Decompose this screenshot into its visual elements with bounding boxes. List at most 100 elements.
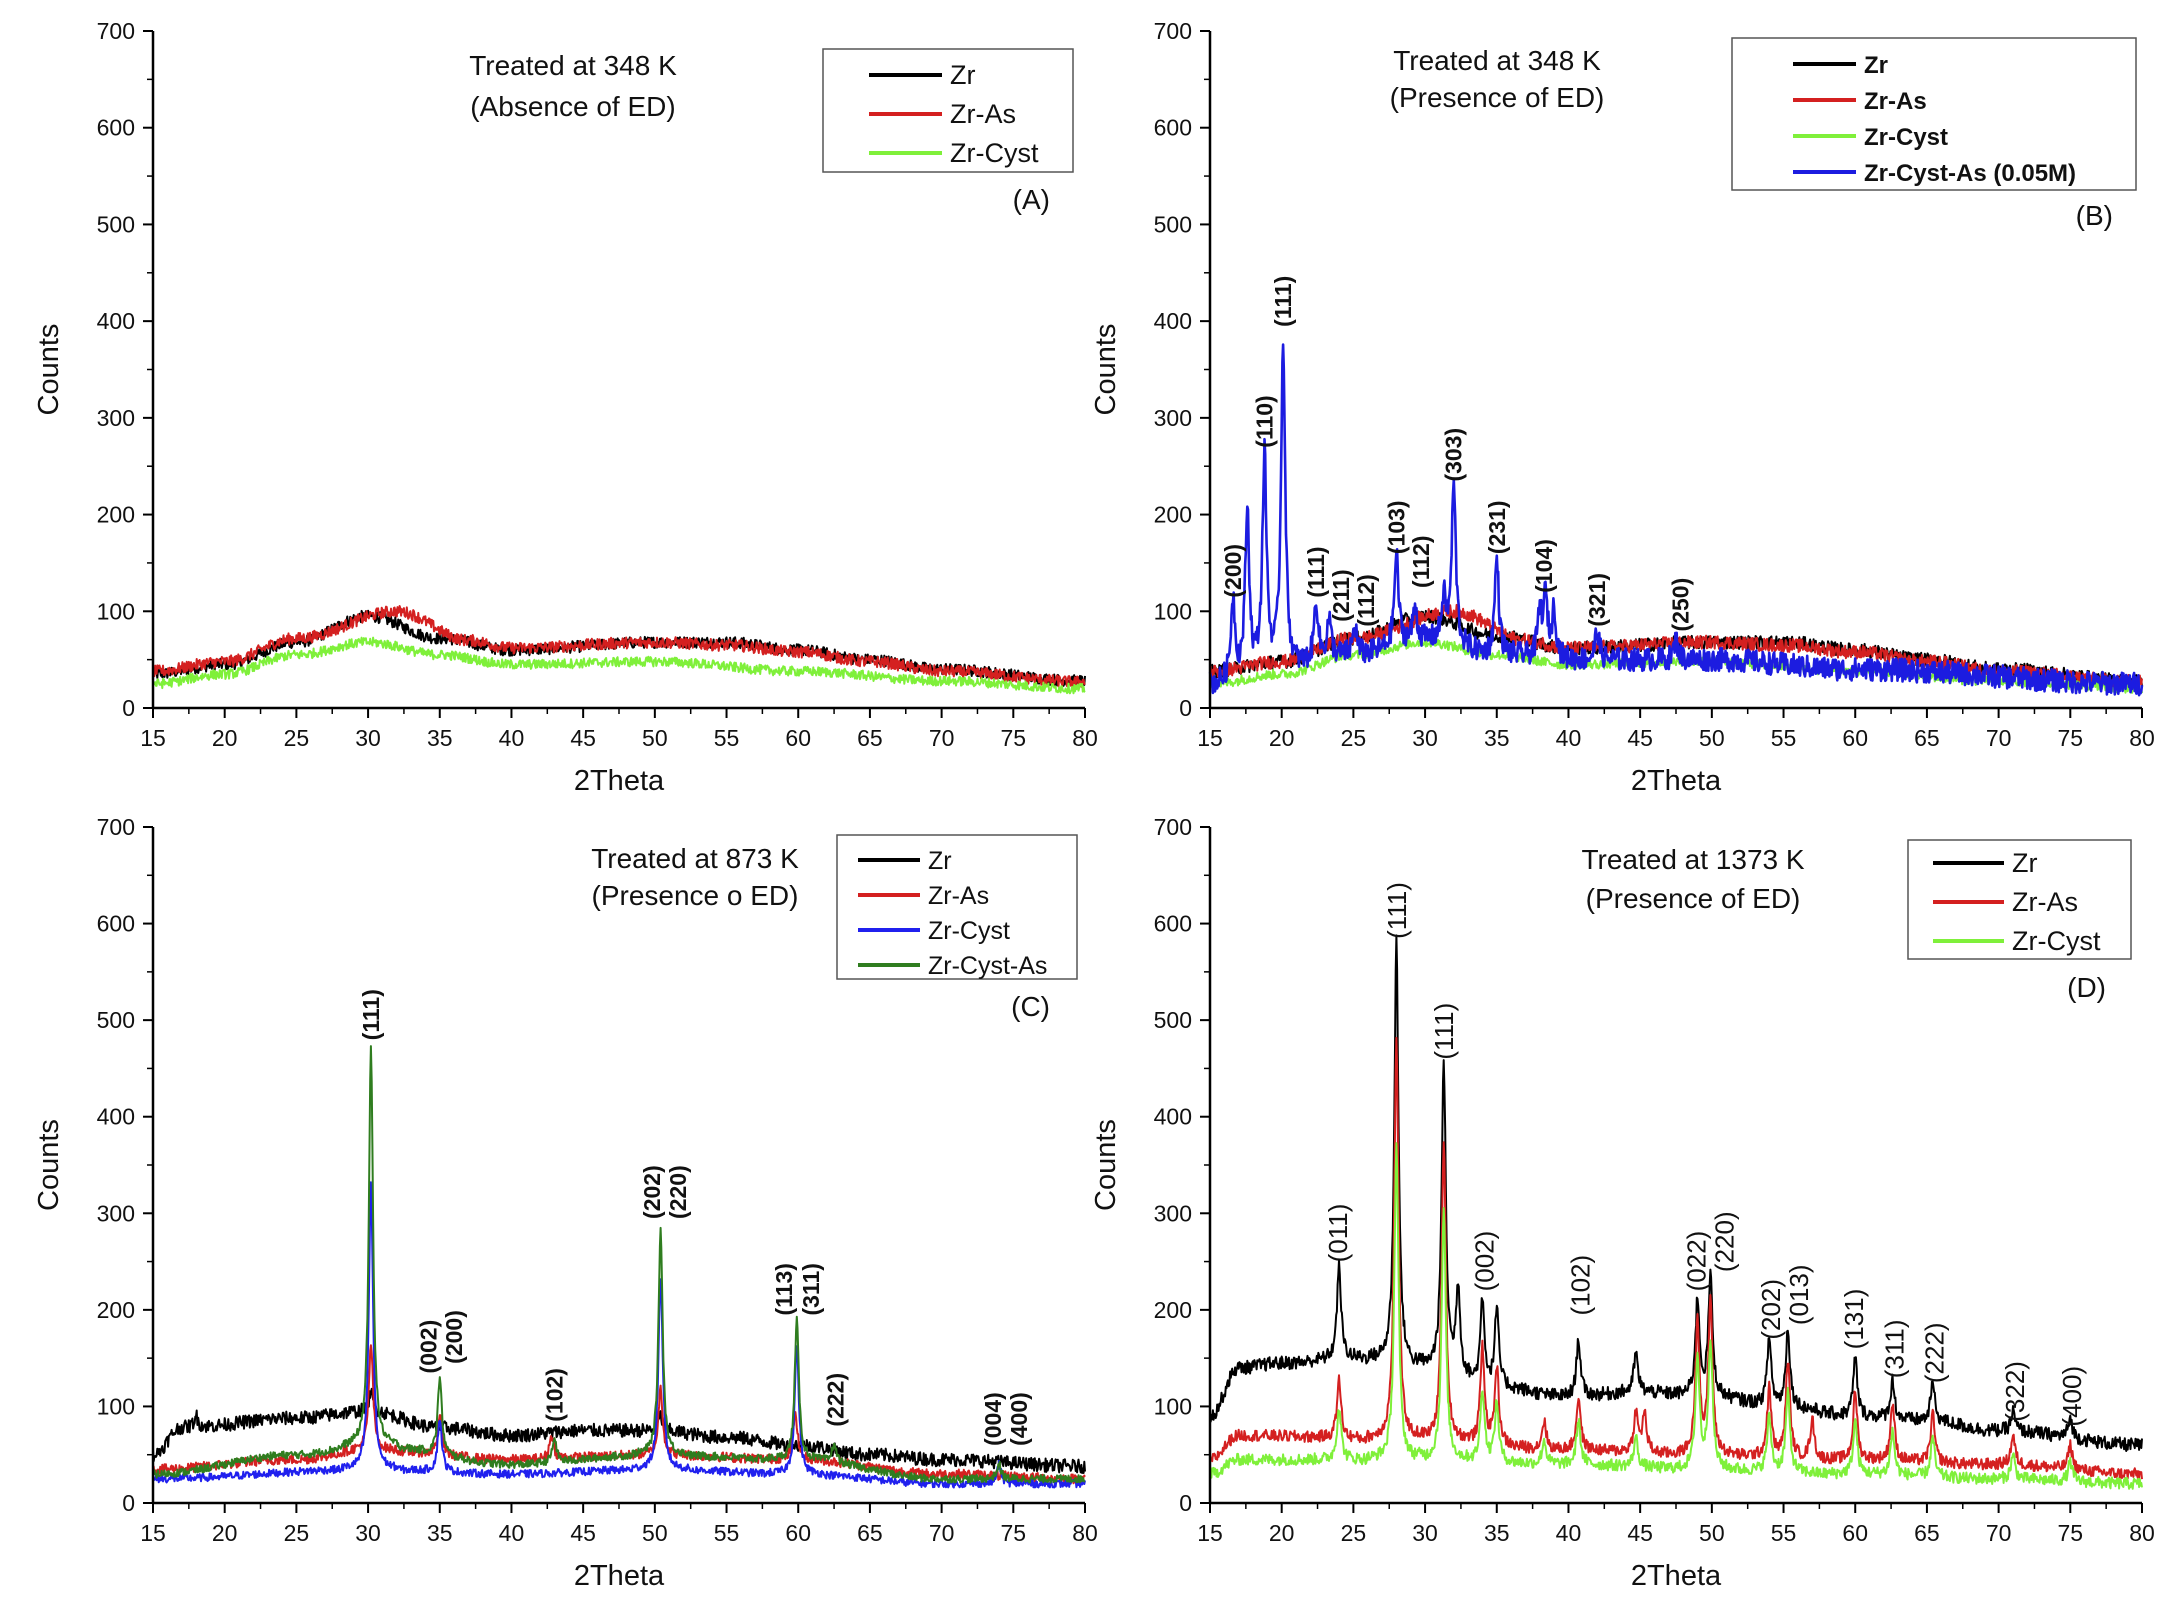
y-tick-label: 100 xyxy=(1154,1393,1192,1419)
y-tick-label: 300 xyxy=(1154,405,1192,431)
legend-entry: Zr-Cyst xyxy=(2012,926,2101,956)
y-tick-label: 700 xyxy=(1154,814,1192,840)
peak-label: (222) xyxy=(1920,1322,1950,1383)
x-tick-label: 70 xyxy=(929,1520,955,1546)
legend-entry: Zr-As xyxy=(950,99,1016,129)
legend-entry: Zr-Cyst-As xyxy=(928,952,1047,980)
x-tick-label: 65 xyxy=(1914,1520,1940,1546)
peak-label: (400) xyxy=(1006,1392,1032,1446)
legend-entry: Zr-Cyst xyxy=(950,138,1039,168)
legend: Zr Zr-As Zr-Cyst xyxy=(1907,839,2132,960)
x-axis-label: 2Theta xyxy=(1631,765,1722,797)
y-tick-label: 300 xyxy=(1154,1200,1192,1226)
peak-label: (002) xyxy=(415,1320,441,1374)
x-tick-label: 20 xyxy=(212,1520,238,1546)
peak-label: (013) xyxy=(1784,1264,1814,1325)
x-tick-label: 20 xyxy=(212,725,238,751)
y-tick-label: 100 xyxy=(97,1393,135,1419)
y-tick-label: 500 xyxy=(1154,211,1192,237)
x-tick-label: 65 xyxy=(857,725,883,751)
peak-label: (400) xyxy=(2057,1366,2087,1427)
legend-entry: Zr-As xyxy=(2012,887,2078,917)
legend-entry: Zr xyxy=(950,60,975,90)
series-line-zr xyxy=(152,1387,1086,1474)
peak-label: (311) xyxy=(1879,1320,1909,1379)
series-line-zr-as xyxy=(152,1344,1086,1485)
x-tick-label: 55 xyxy=(1771,1520,1797,1546)
x-tick-label: 60 xyxy=(1842,725,1868,751)
legend-box xyxy=(1907,839,2132,960)
y-tick-label: 500 xyxy=(97,211,135,237)
x-tick-label: 45 xyxy=(570,725,596,751)
peak-label: (131) xyxy=(1839,1289,1869,1350)
panel-letter: (C) xyxy=(1011,991,1050,1022)
x-tick-label: 45 xyxy=(570,1520,596,1546)
x-axis-label: 2Theta xyxy=(574,765,665,797)
peak-label: (102) xyxy=(1565,1255,1595,1316)
x-tick-label: 55 xyxy=(714,725,740,751)
y-tick-label: 0 xyxy=(122,695,135,721)
x-tick-label: 40 xyxy=(1556,1520,1582,1546)
y-tick-label: 200 xyxy=(1154,1297,1192,1323)
panel-letter: (A) xyxy=(1013,184,1050,215)
y-tick-label: 100 xyxy=(97,598,135,624)
x-tick-label: 15 xyxy=(140,725,166,751)
x-tick-label: 70 xyxy=(1986,1520,2012,1546)
x-tick-label: 60 xyxy=(785,1520,811,1546)
y-tick-label: 300 xyxy=(97,1200,135,1226)
legend-entry: Zr-As xyxy=(1864,88,1927,115)
x-tick-label: 25 xyxy=(1341,1520,1367,1546)
panel-c: 15 20 25 30 35 40 45 50 55 60 65 70 75 80 0 100 200 300 40… xyxy=(33,814,1098,1592)
x-tick-label: 65 xyxy=(857,1520,883,1546)
x-tick-label: 35 xyxy=(427,1520,453,1546)
x-tick-label: 30 xyxy=(355,725,381,751)
y-tick-label: 0 xyxy=(1179,1490,1192,1516)
legend-entry: Zr-As xyxy=(928,882,989,910)
series-line-zr-cyst xyxy=(152,1181,1086,1489)
legend-entry: Zr-Cyst xyxy=(928,917,1010,945)
legend: Zr Zr-As Zr-Cyst xyxy=(822,48,1074,173)
peak-label: (104) xyxy=(1531,539,1557,593)
y-tick-label: 600 xyxy=(97,115,135,141)
peak-label: (250) xyxy=(1667,578,1693,632)
x-tick-label: 35 xyxy=(427,725,453,751)
peak-label: (111) xyxy=(1303,546,1329,597)
y-tick-label: 500 xyxy=(1154,1007,1192,1033)
x-tick-label: 20 xyxy=(1269,1520,1295,1546)
peak-label: (022) xyxy=(1682,1231,1712,1292)
peak-label: (202) xyxy=(639,1165,665,1219)
x-tick-label: 75 xyxy=(1001,725,1027,751)
y-tick-label: 400 xyxy=(97,1104,135,1130)
legend-entry: Zr-Cyst xyxy=(1864,124,1948,151)
y-tick-label: 700 xyxy=(1154,18,1192,44)
y-tick-label: 700 xyxy=(97,18,135,44)
x-tick-label: 55 xyxy=(1771,725,1797,751)
legend-box xyxy=(822,48,1074,173)
x-tick-label: 50 xyxy=(1699,725,1725,751)
legend: Zr Zr-As Zr-Cyst Zr-Cyst-As xyxy=(836,834,1078,980)
y-tick-label: 200 xyxy=(1154,502,1192,528)
x-tick-label: 15 xyxy=(140,1520,166,1546)
x-tick-label: 30 xyxy=(1412,1520,1438,1546)
panel-title-line: (Presence o ED) xyxy=(592,880,799,911)
x-tick-label: 70 xyxy=(929,725,955,751)
x-tick-label: 75 xyxy=(2058,1520,2084,1546)
panel-title-line: Treated at 348 K xyxy=(469,50,677,81)
peak-label: (220) xyxy=(1710,1211,1740,1272)
x-tick-label: 45 xyxy=(1627,725,1653,751)
x-tick-label: 80 xyxy=(2129,1520,2155,1546)
x-tick-label: 55 xyxy=(714,1520,740,1546)
peak-label: (110) xyxy=(1251,395,1277,447)
x-tick-label: 35 xyxy=(1484,725,1510,751)
y-tick-label: 0 xyxy=(1179,695,1192,721)
series-line-zr-cyst xyxy=(152,636,1086,695)
legend-entry: Zr-Cyst-As (0.05M) xyxy=(1864,160,2076,187)
peak-label: (103) xyxy=(1383,500,1409,554)
peak-label: (211) xyxy=(1328,569,1354,621)
y-tick-label: 400 xyxy=(1154,1104,1192,1130)
panel-title-line: (Presence of ED) xyxy=(1390,82,1605,113)
panel-title-line: (Presence of ED) xyxy=(1586,883,1801,914)
panel-letter: (D) xyxy=(2067,972,2106,1003)
panel-title-line: (Absence of ED) xyxy=(470,91,675,122)
